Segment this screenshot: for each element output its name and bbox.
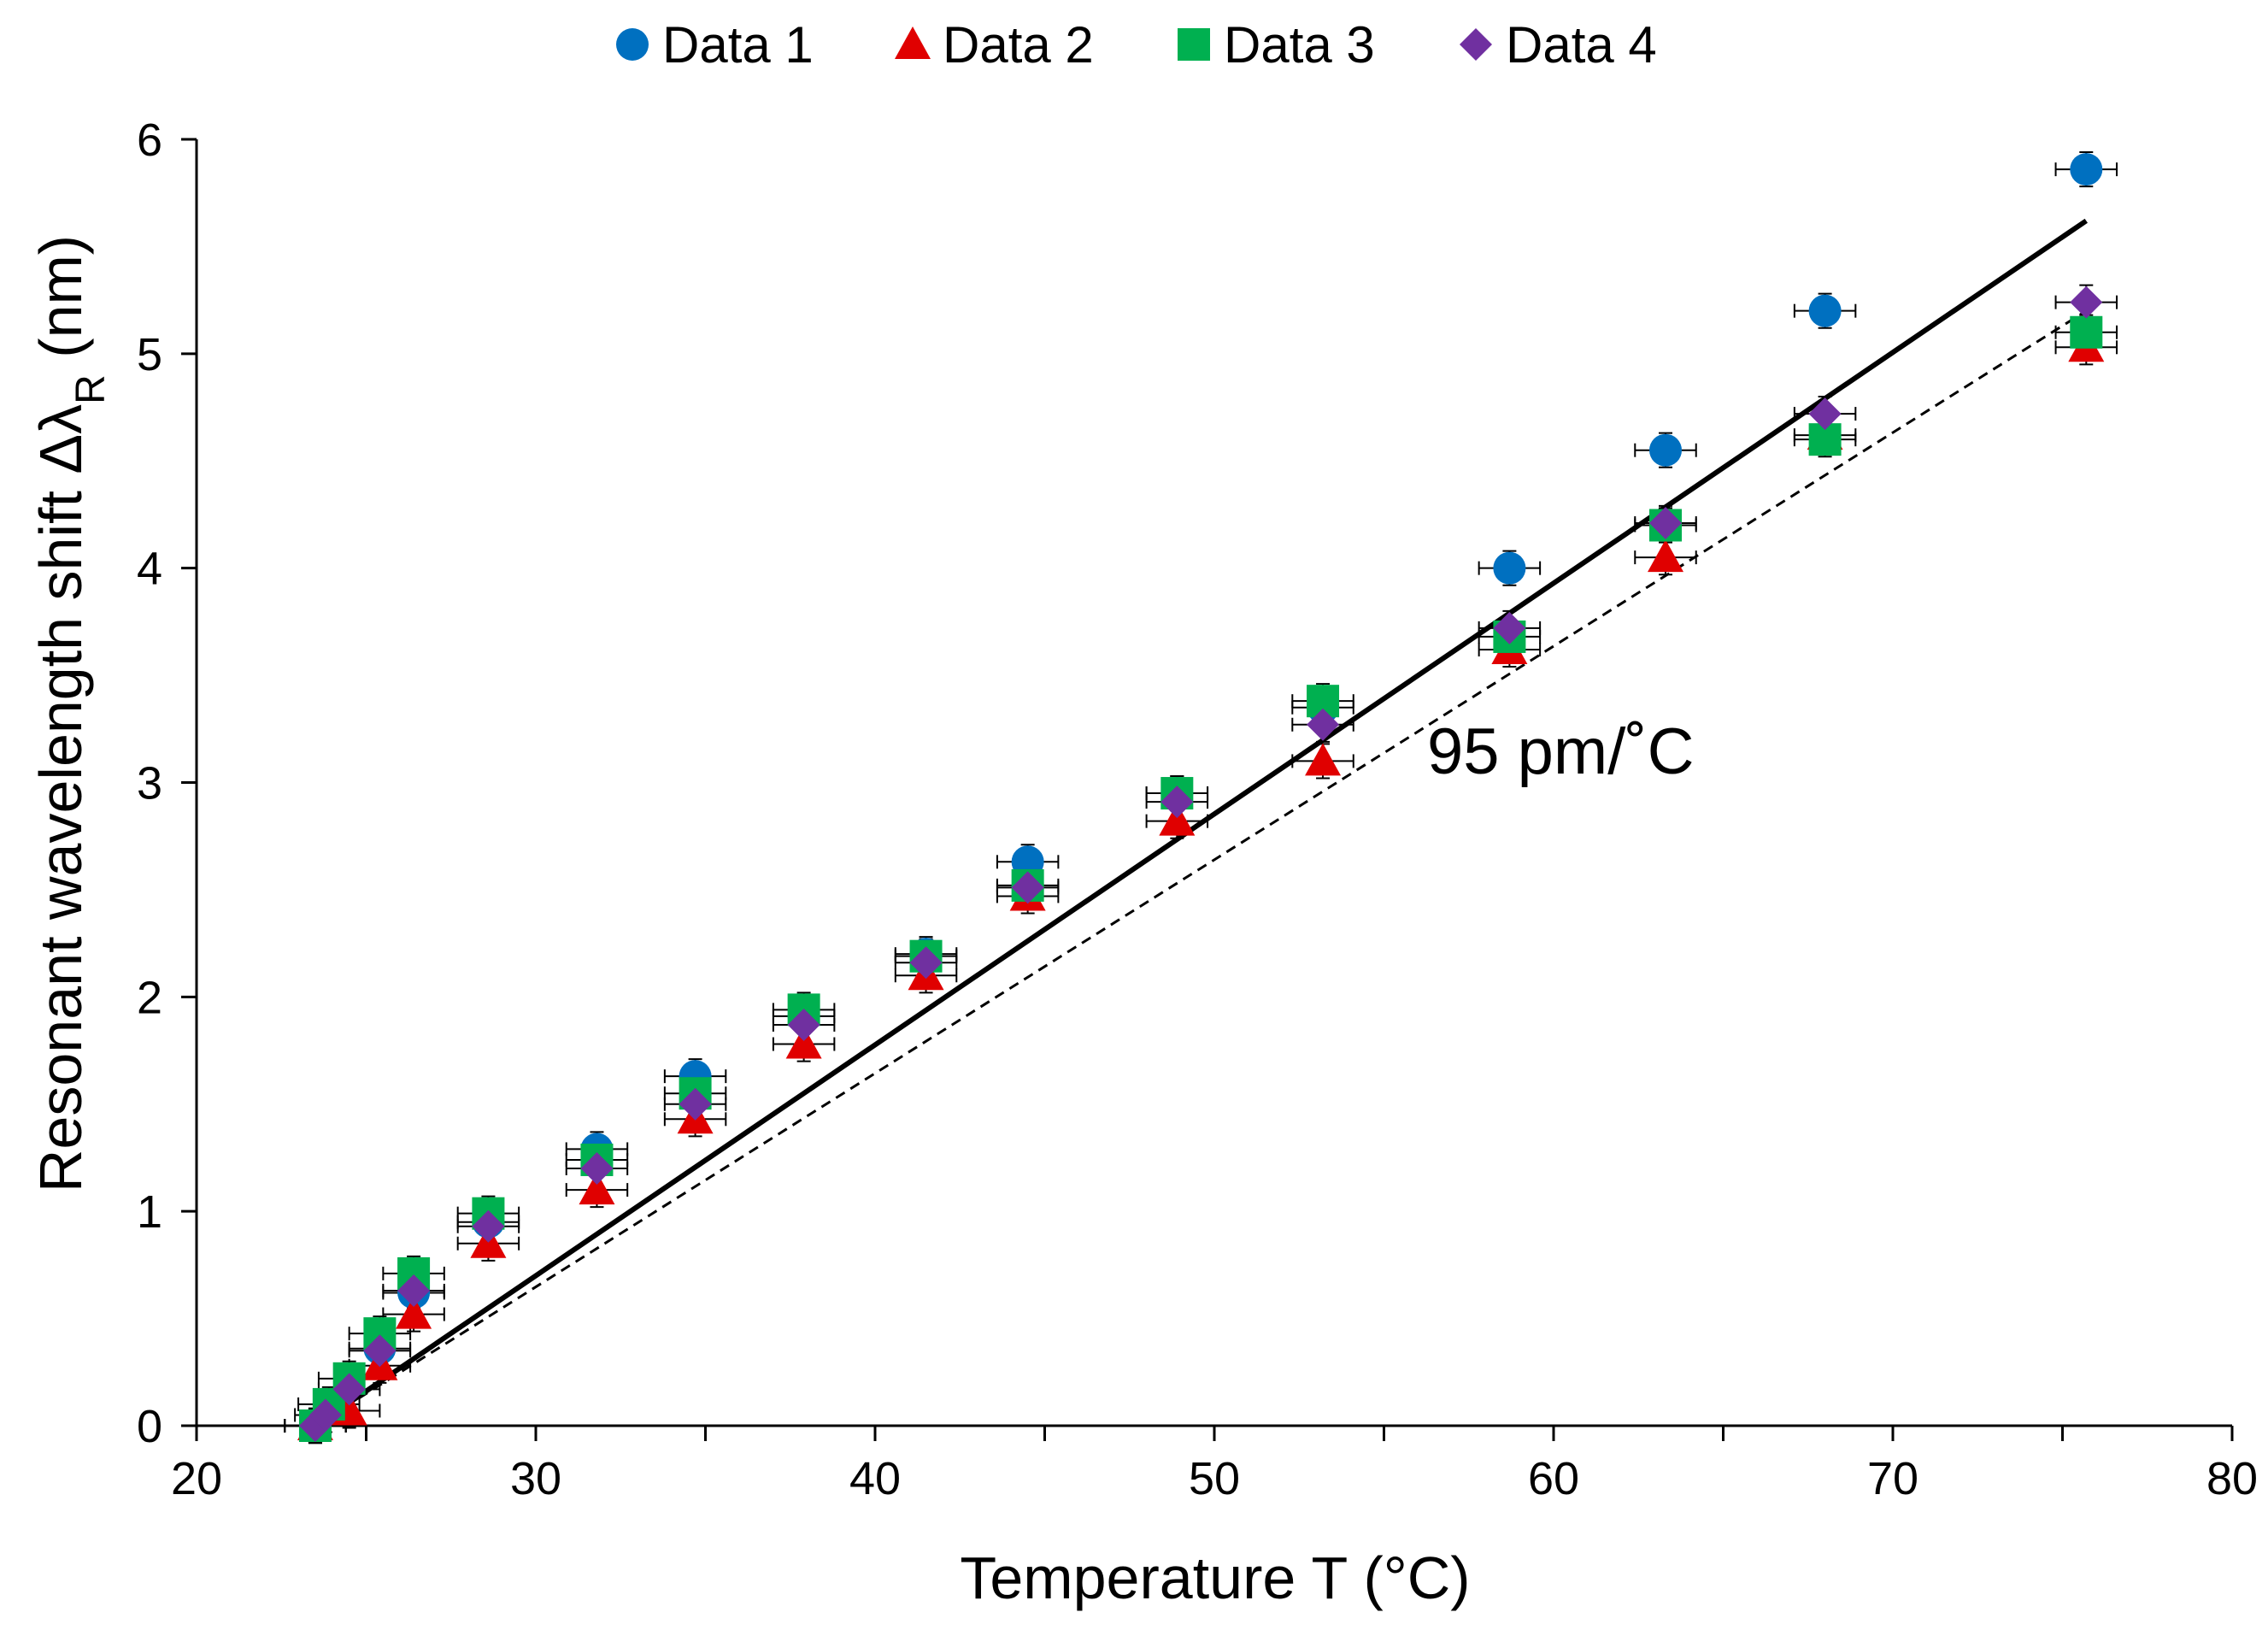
data-points <box>297 153 2105 1442</box>
data-point-series-2 <box>1159 803 1196 836</box>
data-point-series-4 <box>363 1334 397 1368</box>
legend-item: Data 4 <box>1460 16 1657 74</box>
data-point-series-4 <box>909 946 943 980</box>
data-point-series-4 <box>1307 708 1340 741</box>
y-tick-label: 5 <box>137 329 162 380</box>
data-point-series-4 <box>1011 871 1044 904</box>
data-point-series-3 <box>2070 315 2103 349</box>
x-axis-title: Temperature T (°C) <box>960 1545 1470 1611</box>
legend-marker <box>616 28 649 61</box>
legend-label: Data 1 <box>662 16 814 74</box>
tick-labels: 20 30 40 50 60 70 80 0 1 2 3 4 5 6 <box>137 115 2258 1504</box>
x-tick-label: 30 <box>510 1453 561 1504</box>
legend-marker <box>1178 28 1210 61</box>
data-point-series-4 <box>308 1398 342 1432</box>
data-point-series-2 <box>396 1296 432 1329</box>
legend: Data 1 Data 2 Data 3 Data 4 <box>616 16 1657 74</box>
axes <box>181 138 2234 1441</box>
data-point-series-4 <box>472 1209 505 1243</box>
data-point-series-4 <box>2070 285 2103 319</box>
legend-marker <box>895 26 931 59</box>
legend-label: Data 4 <box>1506 16 1657 74</box>
fit-dashed-line <box>314 309 2088 1427</box>
y-tick-label: 3 <box>137 758 162 809</box>
legend-item: Data 3 <box>1178 16 1375 74</box>
slope-annotation: 95 pm/˚C <box>1427 715 1695 788</box>
data-point-series-1 <box>1493 551 1526 585</box>
data-point-series-4 <box>787 1008 820 1041</box>
data-point-series-2 <box>1648 539 1684 573</box>
data-point-series-1 <box>2070 153 2103 186</box>
y-axis-title: Resonant wavelength shift ΔλR (nm) <box>27 235 114 1192</box>
x-tick-label: 50 <box>1189 1453 1240 1504</box>
y-tick-label: 2 <box>137 972 162 1023</box>
data-point-series-4 <box>397 1274 431 1307</box>
x-tick-label: 70 <box>1867 1453 1918 1504</box>
data-point-series-2 <box>579 1172 615 1205</box>
data-point-series-2 <box>1305 743 1342 776</box>
data-point-series-1 <box>1808 294 1842 327</box>
legend-item: Data 2 <box>895 16 1094 74</box>
legend-marker <box>1460 28 1492 61</box>
y-tick-label: 0 <box>137 1401 162 1452</box>
data-point-series-4 <box>332 1373 366 1406</box>
data-point-series-2 <box>785 1026 822 1059</box>
y-axis-title-main: Resonant wavelength shift Δλ <box>27 404 94 1192</box>
data-point-series-4 <box>1649 506 1683 539</box>
y-tick-label: 1 <box>137 1186 162 1238</box>
data-point-series-4 <box>1160 786 1194 819</box>
legend-label: Data 3 <box>1224 16 1375 74</box>
y-axis-title-sub: R <box>68 374 114 404</box>
fit-lines <box>314 218 2088 1428</box>
data-point-series-4 <box>1493 611 1526 644</box>
data-point-series-1 <box>1649 433 1683 467</box>
data-point-series-4 <box>1808 397 1842 431</box>
x-tick-label: 40 <box>849 1453 901 1504</box>
y-tick-label: 6 <box>137 115 162 166</box>
x-tick-label: 20 <box>171 1453 222 1504</box>
fit-solid-line <box>314 218 2088 1428</box>
error-bars <box>284 151 2118 1445</box>
y-tick-label: 4 <box>137 544 162 595</box>
legend-item: Data 1 <box>616 16 814 74</box>
x-tick-label: 80 <box>2206 1453 2258 1504</box>
x-tick-label: 60 <box>1528 1453 1579 1504</box>
data-point-series-4 <box>679 1087 712 1121</box>
legend-label: Data 2 <box>943 16 1094 74</box>
y-axis-title-unit: (nm) <box>27 235 94 374</box>
data-point-series-4 <box>580 1152 614 1185</box>
